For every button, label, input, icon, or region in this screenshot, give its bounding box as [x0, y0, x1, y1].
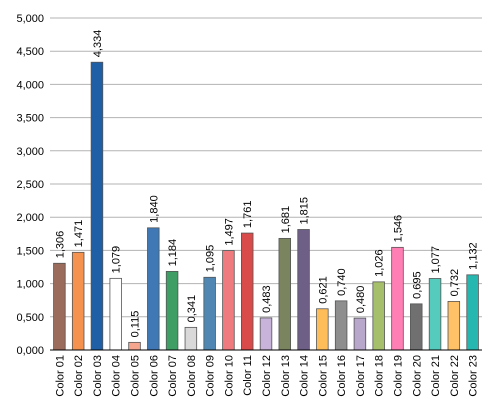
data-label: 0,740	[336, 268, 348, 296]
data-label: 0,695	[411, 271, 423, 299]
x-tick-label: Color 05	[130, 355, 142, 397]
bar	[128, 341, 141, 351]
bar	[147, 227, 160, 351]
x-tick-label: Color 10	[223, 355, 235, 397]
data-label: 0,621	[317, 276, 329, 304]
bar	[334, 300, 348, 351]
x-tick-label: Color 11	[242, 355, 254, 396]
data-label: 0,732	[449, 269, 461, 297]
bar	[372, 281, 385, 351]
bar	[466, 274, 479, 351]
y-tick-label: 4,500	[16, 46, 44, 58]
y-tick-label: 5,000	[16, 13, 44, 25]
data-label: 1,761	[242, 201, 254, 229]
x-tick-label: Color 06	[148, 355, 160, 397]
bar	[278, 237, 292, 351]
bar	[410, 303, 423, 351]
bar	[71, 251, 85, 351]
data-labels: 1,306 1,471 4,334 1,079 0,115 1,840 1,184 0,341…	[54, 30, 479, 338]
data-label: 1,815	[299, 197, 311, 225]
y-tick-label: 3,500	[16, 113, 44, 125]
bar	[53, 262, 66, 351]
bar	[222, 250, 235, 351]
y-tick-label: 3,000	[16, 146, 44, 158]
bar	[203, 276, 216, 351]
y-tick-label: 1,500	[16, 245, 44, 257]
data-label: 1,095	[205, 245, 217, 273]
x-tick-label: Color 17	[355, 355, 367, 397]
x-tick-label: Color 02	[73, 355, 85, 397]
x-tick-label: Color 19	[392, 355, 404, 397]
x-tick-label: Color 03	[92, 355, 104, 397]
data-label: 1,840	[148, 195, 160, 223]
bar	[428, 278, 442, 351]
bar	[165, 270, 179, 351]
x-tick-label: Color 23	[468, 355, 480, 397]
x-tick-label: Color 14	[299, 355, 311, 397]
x-tick-label: Color 08	[186, 355, 198, 397]
x-axis-labels: Color 01 Color 02 Color 03 Color 04 Color 05…	[54, 355, 479, 397]
x-tick-label: Color 01	[54, 355, 66, 397]
x-tick-label: Color 16	[336, 355, 348, 397]
data-label: 0,483	[261, 285, 273, 313]
y-tick-label: 2,000	[16, 212, 44, 224]
bar	[447, 300, 461, 351]
data-label: 1,026	[374, 249, 386, 277]
data-label: 4,334	[92, 30, 104, 58]
grid-lines	[50, 17, 482, 351]
data-label: 1,306	[54, 231, 66, 259]
bar	[184, 326, 198, 351]
x-tick-label: Color 04	[111, 355, 123, 397]
data-label: 1,497	[223, 218, 235, 246]
data-label: 1,471	[73, 220, 85, 248]
data-label: 1,184	[167, 239, 179, 267]
data-label: 0,115	[130, 311, 142, 338]
data-label: 1,546	[392, 215, 404, 243]
y-axis-ticks: 0,000 0,500 1,000 1,500 2,000 2,500 3,000 3,500…	[16, 13, 44, 357]
data-label: 0,341	[186, 295, 198, 323]
x-tick-label: Color 09	[205, 355, 217, 397]
x-tick-label: Color 15	[317, 355, 329, 397]
bar	[316, 308, 329, 351]
bar	[109, 277, 122, 351]
y-tick-label: 0,500	[16, 312, 44, 324]
x-tick-label: Color 22	[449, 355, 461, 397]
y-tick-label: 0,000	[16, 345, 44, 357]
bar	[259, 317, 273, 351]
bar	[90, 61, 104, 351]
x-tick-label: Color 13	[280, 355, 292, 397]
bar	[391, 246, 404, 351]
data-label: 1,079	[111, 246, 123, 274]
y-tick-label: 2,500	[16, 179, 44, 191]
data-label: 1,077	[430, 246, 442, 274]
data-label: 1,681	[280, 206, 292, 234]
data-label: 1,132	[468, 242, 480, 270]
x-tick-label: Color 20	[411, 355, 423, 397]
data-label: 0,480	[355, 286, 367, 314]
x-tick-label: Color 21	[430, 355, 442, 397]
bar	[240, 232, 254, 351]
x-tick-label: Color 18	[374, 355, 386, 397]
bar	[297, 229, 310, 351]
y-tick-label: 1,000	[16, 279, 44, 291]
y-tick-label: 4,000	[16, 79, 44, 91]
x-tick-label: Color 12	[261, 355, 273, 397]
bar	[353, 317, 367, 351]
x-tick-label: Color 07	[167, 355, 179, 397]
